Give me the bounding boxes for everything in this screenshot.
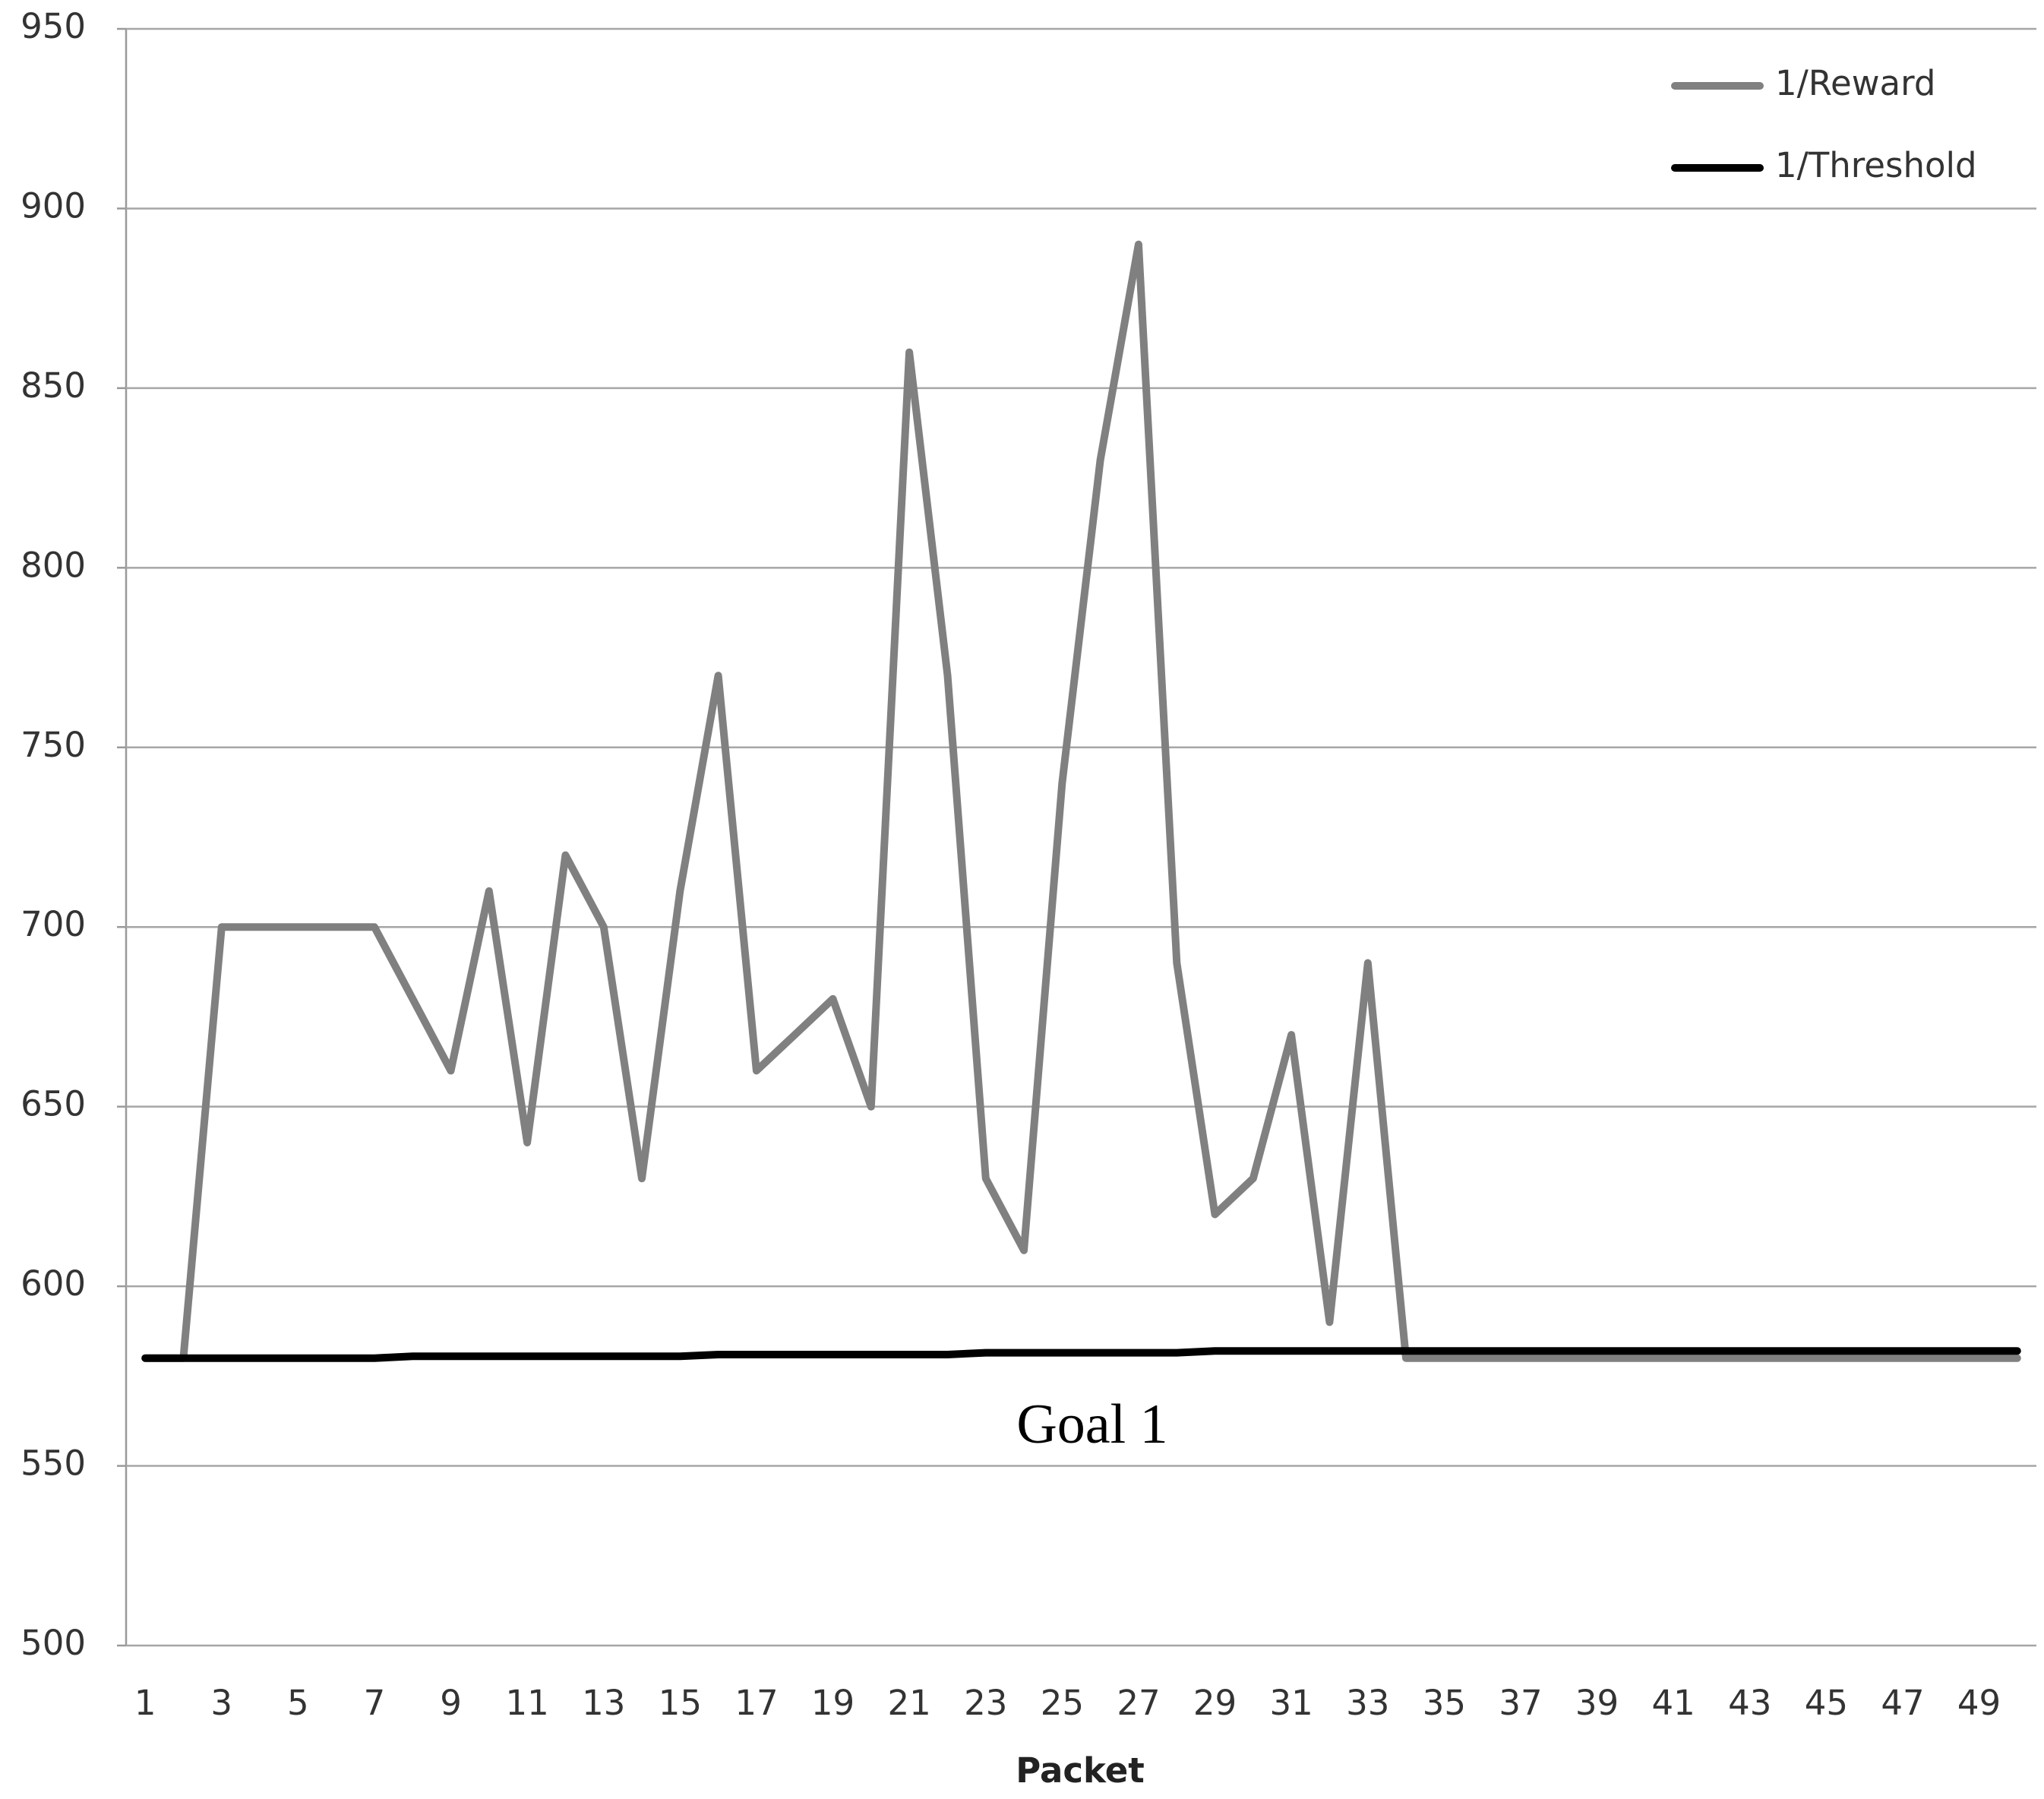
x-tick-label: 5 bbox=[287, 1683, 309, 1723]
y-tick-label: 550 bbox=[21, 1443, 86, 1484]
x-tick-label: 47 bbox=[1881, 1683, 1924, 1723]
y-tick-label: 800 bbox=[21, 545, 86, 585]
x-tick-label: 41 bbox=[1652, 1683, 1695, 1723]
x-tick-label: 7 bbox=[364, 1683, 386, 1723]
x-tick-label: 45 bbox=[1805, 1683, 1848, 1723]
x-tick-label: 33 bbox=[1346, 1683, 1389, 1723]
y-tick-label: 900 bbox=[21, 185, 86, 226]
y-tick-label: 850 bbox=[21, 365, 86, 406]
y-tick-label: 500 bbox=[21, 1623, 86, 1663]
x-tick-label: 19 bbox=[811, 1683, 855, 1723]
x-tick-label: 49 bbox=[1957, 1683, 2001, 1723]
x-tick-label: 17 bbox=[735, 1683, 778, 1723]
x-tick-label: 39 bbox=[1575, 1683, 1619, 1723]
legend-label: 1/Reward bbox=[1775, 63, 1935, 103]
x-tick-label: 27 bbox=[1117, 1683, 1160, 1723]
x-tick-label: 11 bbox=[506, 1683, 549, 1723]
x-tick-label: 37 bbox=[1499, 1683, 1542, 1723]
x-axis-label: Packet bbox=[1016, 1750, 1145, 1791]
x-tick-label: 35 bbox=[1423, 1683, 1466, 1723]
x-tick-label: 3 bbox=[210, 1683, 232, 1723]
x-tick-label: 15 bbox=[659, 1683, 702, 1723]
x-tick-label: 29 bbox=[1193, 1683, 1237, 1723]
x-tick-label: 9 bbox=[440, 1683, 462, 1723]
series-line bbox=[141, 240, 2021, 1362]
x-tick-label: 1 bbox=[134, 1683, 156, 1723]
y-tick-label: 600 bbox=[21, 1263, 86, 1304]
y-tick-label: 950 bbox=[21, 6, 86, 46]
y-tick-label: 700 bbox=[21, 904, 86, 944]
y-tick-label: 650 bbox=[21, 1084, 86, 1124]
series-line bbox=[141, 1347, 2021, 1362]
x-tick-label: 23 bbox=[964, 1683, 1007, 1723]
y-tick-label: 750 bbox=[21, 725, 86, 765]
x-tick-label: 13 bbox=[582, 1683, 625, 1723]
x-tick-label: 31 bbox=[1270, 1683, 1313, 1723]
legend-label: 1/Threshold bbox=[1775, 145, 1977, 185]
annotation: Goal 1 bbox=[1016, 1393, 1167, 1456]
x-tick-label: 43 bbox=[1728, 1683, 1771, 1723]
x-tick-label: 25 bbox=[1041, 1683, 1084, 1723]
x-tick-label: 21 bbox=[888, 1683, 931, 1723]
